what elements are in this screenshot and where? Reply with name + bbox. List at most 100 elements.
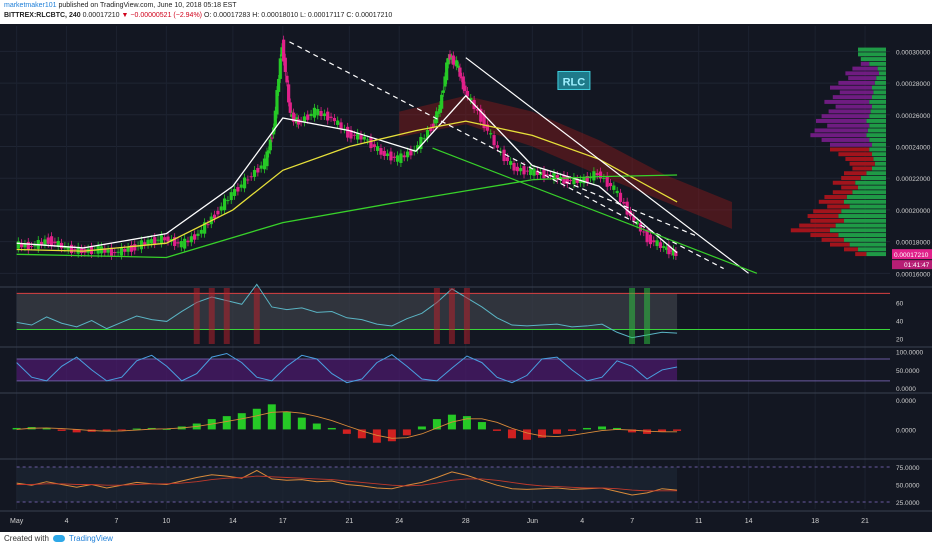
volume-profile-bar (845, 156, 874, 161)
volume-profile-bar (860, 61, 870, 66)
volume-profile-bar (869, 114, 886, 119)
indicator-tick-label: 60 (896, 300, 904, 307)
volume-profile-bar (873, 156, 886, 161)
candle-body (123, 248, 127, 252)
candle-body (392, 156, 396, 158)
candle-body (615, 190, 619, 194)
candle-body (322, 113, 326, 117)
macd-histogram-bar (552, 429, 561, 434)
price-tick-label: 0.00022000 (896, 176, 931, 183)
countdown-marker (892, 260, 932, 270)
candle-body (463, 85, 467, 91)
low-value: L: 0.00017117 (300, 12, 345, 19)
tradingview-link[interactable]: TradingView (68, 534, 113, 543)
indicator-tick-label: 40 (896, 319, 904, 326)
volume-profile-bar (830, 242, 850, 247)
candle-body (59, 242, 64, 249)
candle-body (529, 168, 533, 176)
volume-profile-bar (877, 66, 886, 71)
candle-body (133, 244, 137, 251)
volume-profile-bar (860, 175, 886, 180)
price-tick-label: 0.00018000 (896, 240, 931, 247)
time-tick-label: Jun (527, 518, 538, 525)
volume-profile-bar (858, 47, 886, 52)
candle-body (249, 176, 253, 178)
volume-profile-bar (830, 142, 872, 147)
chart-canvas[interactable]: RLC 0.00030000 0.00028000 0.00026000 0.00024… (0, 24, 932, 532)
candle-body (56, 240, 60, 247)
ma-mid-line (16, 120, 678, 252)
candle-body (655, 240, 659, 247)
candle-body (671, 249, 676, 256)
candle-body (458, 67, 462, 77)
time-tick-label: 18 (811, 518, 819, 525)
candle-body (319, 110, 323, 117)
candle-body (186, 240, 190, 243)
candle-body (485, 124, 490, 131)
candle-body (339, 122, 343, 130)
macd-signal-line (16, 411, 678, 439)
candle-body (455, 60, 459, 67)
candle-body (572, 176, 576, 185)
indicator-band (16, 293, 678, 330)
candle-body (278, 58, 282, 79)
symbol-label: BITTREX:RLCBTC, 240 (4, 12, 81, 19)
volume-profile-bar (827, 204, 850, 209)
candle-body (489, 133, 493, 135)
candle-body (446, 58, 450, 65)
candle-body (625, 201, 629, 215)
candle-body (638, 223, 643, 232)
macd-histogram-bar (402, 429, 411, 436)
candle-body (312, 107, 317, 118)
macd-histogram-bar (372, 429, 381, 443)
volume-profile-bar (869, 147, 886, 152)
candle-body (433, 119, 437, 124)
volume-profile-bar (821, 114, 870, 119)
candle-body (356, 132, 360, 140)
candle-body (282, 39, 286, 62)
macd-histogram-bar (297, 417, 306, 430)
countdown-label: 01:41:47 (904, 262, 930, 269)
candle-body (193, 234, 197, 240)
macd-histogram-bar (162, 428, 171, 430)
candle-body (372, 144, 376, 148)
candle-body (389, 151, 393, 161)
author-link[interactable]: marketmaker101 (4, 2, 57, 9)
time-tick-label: 17 (279, 518, 287, 525)
candle-body (53, 241, 57, 244)
volume-profile-bar (858, 185, 886, 190)
candle-body (116, 251, 120, 253)
candle-body (326, 111, 330, 121)
candle-body (283, 57, 287, 72)
volume-profile-bar (832, 95, 872, 100)
candle-body (598, 171, 603, 179)
volume-profile-bar (874, 161, 886, 166)
macd-histogram-bar (462, 416, 471, 430)
volume-profile-bar (818, 199, 844, 204)
price-change: ▼ −0.00000521 (−2.94%) (121, 12, 203, 19)
candle-body (456, 65, 460, 68)
macd-histogram-bar (432, 419, 441, 430)
candle-body (662, 246, 666, 248)
volume-profile-bar (866, 118, 886, 123)
candle-body (309, 113, 313, 117)
macd-histogram-bar (132, 428, 141, 430)
rsi-extreme-marker (253, 288, 260, 344)
ma-slow-line (16, 174, 678, 259)
volume-profile-bar (872, 166, 886, 171)
candle-body (515, 166, 519, 172)
volume-profile-bar (841, 209, 886, 214)
candle-body (203, 222, 207, 234)
volume-profile-bar (810, 233, 839, 238)
volume-profile-bar (855, 252, 867, 257)
rsi-extreme-marker (208, 288, 215, 344)
candle-body (575, 178, 579, 183)
volume-profile-bar (799, 223, 836, 228)
candle-body (438, 104, 442, 113)
annotation-box (557, 70, 591, 90)
time-tick-label: 7 (114, 518, 118, 525)
macd-histogram-bar (357, 429, 366, 439)
indicator-tick-label: 50.0000 (896, 368, 920, 375)
candle-body (562, 175, 566, 184)
